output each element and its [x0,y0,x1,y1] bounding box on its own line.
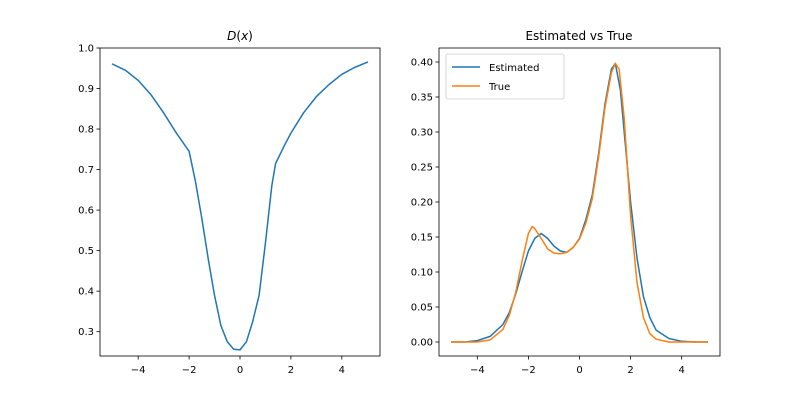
legend-frame [445,53,565,100]
left-chart-y-tick-label: 0.8 [78,125,94,136]
right-chart-y-tick-label: 0.20 [411,198,433,209]
left-chart-x-tick-label: −4 [131,365,146,376]
right-chart-estimated-vs-true: Estimated vs True −4 −2 0 2 4 0.00 0.05 0.10 0.1… [411,29,721,376]
right-chart-y-tick-label: 0.05 [411,303,433,314]
left-chart-x-tick-label: 4 [339,365,345,376]
left-chart-axes-frame [99,47,381,357]
right-chart-series-estimated-line [451,62,708,343]
right-chart-y-tick-label: 0.10 [411,268,433,279]
legend-label-true: True [488,82,510,93]
left-chart-x-tick-label: 2 [288,365,294,376]
left-chart-y-tick-label: 0.9 [78,84,94,95]
right-chart-axes-frame [438,47,721,357]
left-chart-y-tick-label: 0.6 [78,206,94,217]
left-chart-series-d-x-line [111,61,369,351]
left-chart-y-tick-label: 0.3 [78,327,94,338]
left-chart-y-tick-label: 0.4 [78,287,94,298]
right-chart-x-tick-label: −4 [470,365,485,376]
left-chart-x-tick-label: 0 [237,365,243,376]
legend-label-estimated: Estimated [489,63,540,74]
right-chart-y-tick-label: 0.25 [411,163,433,174]
right-chart-x-tick-label: 0 [576,365,582,376]
right-chart-series-true-line [451,62,708,343]
right-chart-title: Estimated vs True [525,29,632,43]
right-chart-y-tick-label: 0.35 [411,93,433,104]
right-chart-y-tick-label: 0.00 [411,338,433,349]
left-chart-y-tick-label: 0.7 [78,165,94,176]
left-chart-y-tick-label: 1.0 [78,44,94,55]
right-chart-y-tick-label: 0.40 [411,58,433,69]
right-chart-x-tick-label: 2 [627,365,633,376]
left-chart-y-tick-label: 0.5 [78,246,94,257]
left-chart-title: D(x) [227,29,253,43]
right-chart-y-tick-label: 0.15 [411,233,433,244]
chart-legend: Estimated True [445,53,565,100]
right-chart-x-tick-label: 4 [678,365,684,376]
left-chart-x-tick-label: −2 [182,365,197,376]
left-chart-dx: D(x) −4 −2 0 2 4 0.3 0.4 0.5 0.6 0.7 0.8 0.9 1.0 [78,29,381,376]
right-chart-x-tick-label: −2 [521,365,536,376]
right-chart-y-tick-label: 0.30 [411,128,433,139]
